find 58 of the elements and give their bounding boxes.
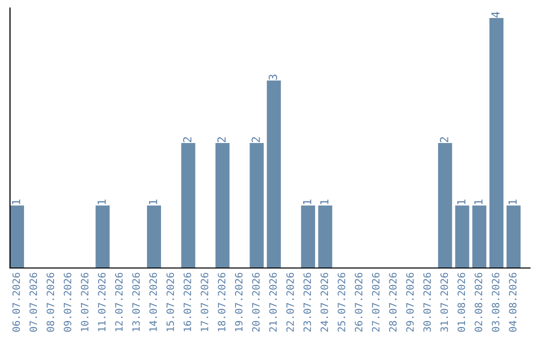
x-tick-label: 03.08.2026 xyxy=(492,272,500,332)
x-tick-label: 29.07.2026 xyxy=(406,272,414,332)
x-tick-label: 10.07.2026 xyxy=(80,272,88,332)
data-label: 1 xyxy=(474,200,482,204)
data-label: 1 xyxy=(457,200,466,204)
bar xyxy=(250,143,264,268)
bar xyxy=(506,206,521,268)
x-tick-label: 24.07.2026 xyxy=(320,272,328,332)
x-tick-label: 07.07.2026 xyxy=(30,272,38,332)
bar xyxy=(146,206,162,268)
data-label: 1 xyxy=(320,200,328,204)
bar xyxy=(489,18,504,268)
bar xyxy=(266,80,281,268)
x-tick-label: 02.08.2026 xyxy=(474,272,482,332)
data-label: 4 xyxy=(491,12,500,18)
bar xyxy=(318,206,332,268)
data-label: 1 xyxy=(508,200,517,204)
x-tick-label: 21.07.2026 xyxy=(269,272,277,332)
x-tick-label: 13.07.2026 xyxy=(132,272,140,332)
data-label: 2 xyxy=(252,137,260,142)
data-label: 2 xyxy=(440,137,448,142)
x-tick-label: 23.07.2026 xyxy=(303,272,312,332)
x-tick-label: 16.07.2026 xyxy=(184,272,192,332)
bar xyxy=(455,206,470,268)
x-tick-label: 30.07.2026 xyxy=(423,272,431,332)
x-tick-label: 15.07.2026 xyxy=(166,272,174,332)
x-tick-label: 09.07.2026 xyxy=(64,272,72,332)
x-tick-label: 27.07.2026 xyxy=(372,272,380,332)
x-tick-label: 04.08.2026 xyxy=(508,272,516,332)
x-tick-label: 17.07.2026 xyxy=(200,272,208,332)
bar xyxy=(181,143,196,268)
bar xyxy=(10,206,24,268)
x-tick-label: 28.07.2026 xyxy=(389,272,397,332)
data-label: 3 xyxy=(268,74,278,80)
x-tick-label: 25.07.2026 xyxy=(338,272,346,332)
x-tick-label: 18.07.2026 xyxy=(218,272,226,332)
x-tick-label: 08.07.2026 xyxy=(46,272,54,332)
bar xyxy=(96,206,110,268)
x-tick-label: 06.07.2026 xyxy=(12,272,20,332)
x-tick-label: 19.07.2026 xyxy=(234,272,243,332)
x-tick-label: 22.07.2026 xyxy=(286,272,294,332)
x-tick-label: 11.07.2026 xyxy=(98,272,106,332)
x-tick-label: 12.07.2026 xyxy=(115,272,123,332)
x-tick-label: 26.07.2026 xyxy=(354,272,362,332)
x-tick-label: 31.07.2026 xyxy=(440,272,448,332)
x-tick-label: 20.07.2026 xyxy=(252,272,260,332)
data-label: 1 xyxy=(148,200,158,204)
bar xyxy=(472,206,486,268)
x-tick-label: 01.08.2026 xyxy=(458,272,466,332)
data-label: 1 xyxy=(303,200,312,204)
data-label: 1 xyxy=(12,200,20,204)
data-label: 2 xyxy=(217,137,226,142)
bar xyxy=(301,206,316,268)
x-tick-label: 14.07.2026 xyxy=(149,272,157,332)
data-label: 2 xyxy=(183,137,192,142)
bar xyxy=(215,143,230,268)
data-label: 1 xyxy=(98,200,106,204)
bar xyxy=(438,143,452,268)
